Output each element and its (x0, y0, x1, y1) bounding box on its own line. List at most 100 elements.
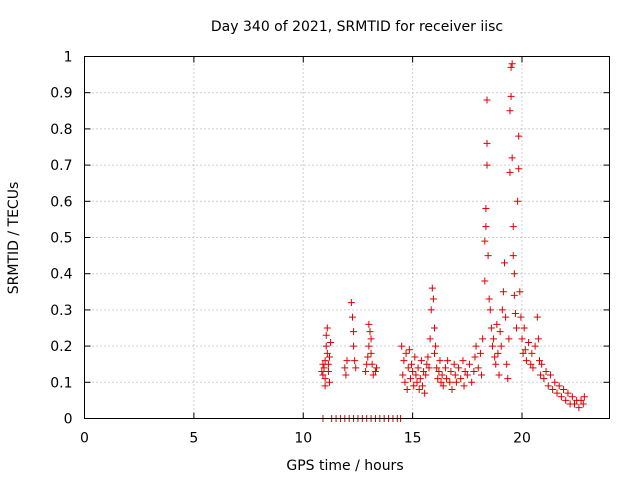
data-point (441, 364, 449, 372)
data-point (506, 168, 514, 176)
data-point (479, 335, 487, 343)
data-point (436, 357, 444, 365)
data-point (365, 342, 373, 350)
data-point (501, 259, 508, 267)
data-point (531, 342, 539, 350)
data-point (451, 371, 459, 379)
data-point (490, 335, 498, 343)
data-point (447, 367, 455, 375)
data-point (494, 349, 502, 357)
data-point (438, 371, 446, 379)
data-point (446, 378, 454, 386)
data-point (544, 382, 552, 390)
data-point (571, 400, 578, 408)
data-point (496, 328, 504, 336)
data-point (320, 364, 328, 372)
data-point (484, 252, 492, 260)
data-point (319, 360, 327, 368)
y-tick-label: 0.7 (50, 158, 72, 174)
data-point (505, 335, 513, 343)
data-point (580, 393, 588, 401)
data-point (371, 367, 379, 375)
data-point (502, 313, 510, 321)
data-point (546, 371, 554, 379)
data-point (422, 371, 430, 379)
data-point (483, 96, 491, 104)
data-point (564, 389, 572, 397)
data-point (368, 360, 376, 368)
data-point (323, 349, 331, 357)
data-point (481, 237, 489, 245)
x-tick-label: 10 (294, 431, 312, 447)
data-point (536, 357, 543, 365)
data-point (519, 349, 527, 357)
x-tick-label: 0 (80, 431, 89, 447)
data-point (350, 342, 358, 350)
data-point (322, 331, 330, 339)
data-point (557, 393, 565, 401)
data-point (486, 306, 494, 314)
data-point (429, 295, 437, 303)
data-point (362, 367, 370, 375)
data-point (551, 378, 559, 386)
data-point (424, 353, 432, 361)
data-point (411, 353, 419, 361)
data-point (326, 378, 333, 386)
data-point (488, 342, 496, 350)
data-point (322, 342, 330, 350)
data-point (506, 107, 514, 115)
grid-lines (84, 56, 610, 419)
data-point (540, 375, 548, 383)
data-point (326, 353, 333, 361)
data-point (402, 349, 410, 357)
data-point (504, 375, 512, 383)
data-point (439, 382, 447, 390)
data-point (514, 197, 522, 205)
data-point (528, 349, 536, 357)
data-point (420, 367, 428, 375)
data-point (461, 367, 469, 375)
data-point (443, 375, 451, 383)
data-point (437, 378, 445, 386)
data-point (413, 378, 421, 386)
data-point (444, 357, 452, 365)
data-point (491, 353, 499, 361)
data-point (508, 60, 516, 68)
chart-title: Day 340 of 2021, SRMTID for receiver iis… (211, 19, 503, 35)
data-point (513, 324, 521, 332)
data-point (327, 338, 335, 346)
data-point (341, 364, 349, 372)
data-point (503, 360, 511, 368)
data-point (410, 382, 418, 390)
data-point (562, 396, 570, 404)
data-point (350, 328, 358, 336)
data-point (521, 346, 529, 354)
data-point (515, 132, 523, 140)
y-tick-label: 1 (64, 50, 73, 66)
data-point (405, 346, 413, 354)
data-point (509, 223, 517, 231)
data-point (365, 320, 373, 328)
data-point (517, 313, 525, 321)
x-tick-label: 5 (189, 431, 198, 447)
data-point (553, 389, 561, 397)
data-point (466, 360, 473, 368)
data-point (415, 386, 423, 394)
data-point (498, 306, 506, 314)
data-point (537, 371, 545, 379)
y-tick-label: 0.9 (50, 86, 72, 102)
data-point (427, 306, 435, 314)
data-point (470, 367, 478, 375)
data-point (426, 335, 434, 343)
data-point (577, 396, 585, 404)
data-point (409, 367, 417, 375)
data-point (321, 382, 329, 390)
data-point (452, 378, 460, 386)
data-point (483, 139, 491, 147)
data-point (435, 367, 443, 375)
data-point (425, 364, 433, 372)
data-point (431, 349, 438, 357)
data-point (495, 371, 503, 379)
data-point (549, 386, 557, 394)
